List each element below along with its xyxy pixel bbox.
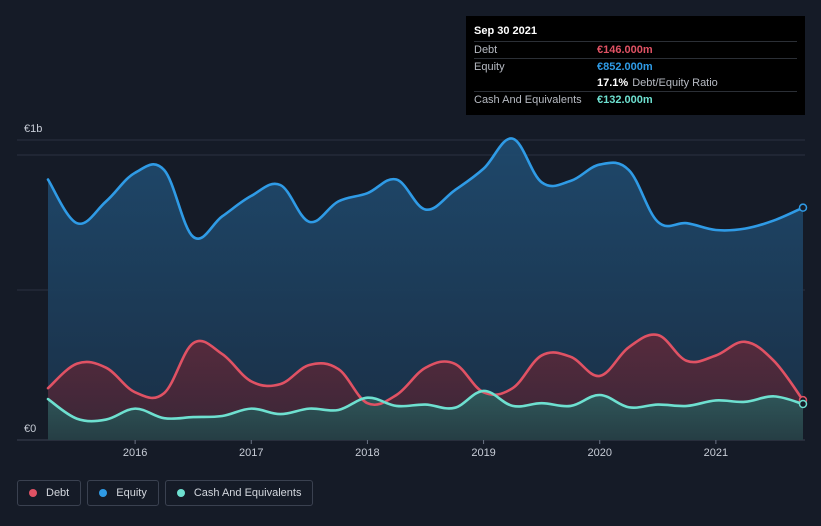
tooltip-date: Sep 30 2021 [474, 25, 537, 37]
legend-debt-label: Debt [46, 487, 70, 499]
x-tick-label: 2017 [239, 447, 263, 459]
tooltip-cash-row: Cash And Equivalents €132.000m [474, 91, 797, 108]
legend-item-cash[interactable]: Cash And Equivalents [164, 480, 314, 506]
tooltip-equity-value: €852.000m [597, 61, 653, 73]
cash-end-marker [798, 399, 808, 409]
chart-axes: €0 €1b 2016 2017 2018 2019 2020 2021 [24, 123, 728, 459]
tooltip-ratio-row: 17.1% Debt/Equity Ratio [474, 75, 797, 91]
legend-cash-label: Cash And Equivalents [193, 487, 302, 499]
chart-lines [46, 137, 808, 423]
tooltip-equity-row: Equity €852.000m [474, 58, 797, 75]
chart-tooltip: Sep 30 2021 Debt €146.000m Equity €852.0… [466, 16, 805, 115]
tooltip-ratio-label: Debt/Equity Ratio [632, 77, 718, 89]
chart-legend: Debt Equity Cash And Equivalents [17, 480, 314, 506]
cash-line [46, 389, 805, 423]
cash-area [48, 390, 803, 440]
x-tick-label: 2016 [123, 447, 147, 459]
legend-debt-dot [29, 489, 37, 497]
equity-line [46, 137, 805, 240]
debt-line [46, 333, 805, 407]
x-tick-label: 2021 [704, 447, 728, 459]
x-tick-label: 2020 [587, 447, 611, 459]
legend-item-debt[interactable]: Debt [17, 480, 82, 506]
x-tick-label: 2019 [471, 447, 495, 459]
legend-cash-dot [176, 489, 185, 497]
tooltip-ratio-value: 17.1% [597, 77, 629, 89]
tooltip-debt-value: €146.000m [597, 44, 653, 56]
tooltip-debt-row: Debt €146.000m [474, 41, 797, 58]
y-tick-label: €1b [24, 123, 42, 135]
tooltip-cash-value: €132.000m [597, 94, 653, 106]
y-tick-label: €0 [24, 423, 36, 435]
tooltip-debt-label: Debt [474, 44, 498, 56]
legend-item-equity[interactable]: Equity [87, 480, 159, 506]
chart-canvas: €0 €1b 2016 2017 2018 2019 2020 2021 [17, 123, 808, 459]
legend-equity-dot [99, 489, 108, 497]
tooltip-cash-label: Cash And Equivalents [474, 94, 582, 106]
legend-equity-label: Equity [116, 487, 147, 499]
x-tick-label: 2018 [355, 447, 379, 459]
equity-end-marker [798, 203, 808, 212]
tooltip-equity-label: Equity [474, 61, 505, 73]
